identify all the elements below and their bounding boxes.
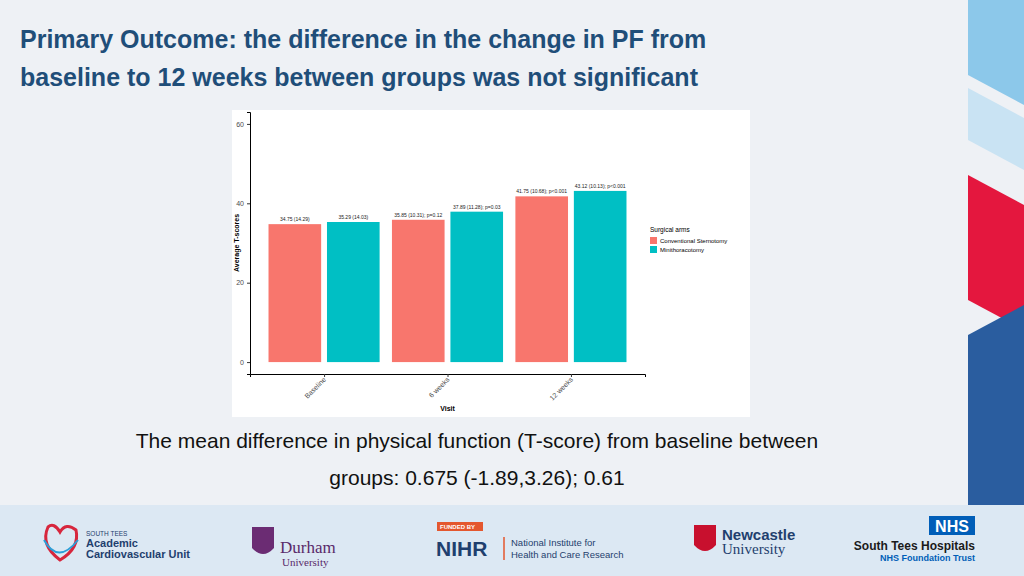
bar (450, 212, 503, 362)
x-tick-mark (571, 374, 572, 377)
decoration (968, 305, 1024, 505)
y-tick: 20 (236, 279, 250, 286)
x-tick: 6 weeks (428, 374, 451, 399)
y-tick-label: 40 (236, 200, 244, 207)
x-tick-mark (448, 374, 449, 377)
logo: NewcastleUniversity (694, 525, 795, 557)
legend-label: Minithoracotomy (660, 247, 704, 253)
logo: FUNDED BY NIHR National Institute forHealt… (436, 522, 623, 560)
x-tick-label: 12 weeks (548, 375, 574, 401)
x-axis: Baseline 6 weeks 12 weeks (251, 374, 646, 402)
bar (574, 191, 627, 362)
logo-text: SOUTH TEES (86, 530, 128, 537)
logo-icon (46, 525, 77, 560)
title: baseline to 12 weeks between groups was … (20, 63, 699, 91)
chart-background (232, 110, 750, 417)
y-tick: 60 (236, 121, 250, 128)
decoration (968, 175, 1024, 330)
bars (269, 191, 627, 362)
logo-text: NIHR (436, 537, 487, 560)
data-labels: 34.75 (14.29) 35.85 (10.31); p=0.12 41.75 … (280, 183, 626, 222)
x-tick-label: Baseline (303, 376, 327, 400)
logo-icon (694, 525, 716, 551)
legend-label: Conventional Sternotomy (660, 238, 727, 244)
x-tick: Baseline (303, 374, 327, 400)
logo: SOUTH TEESAcademicCardiovascular Unit (44, 525, 190, 560)
logo-box (437, 522, 483, 531)
caption: groups: 0.675 (-1.89,3.26); 0.61 (329, 466, 624, 489)
logo-box (929, 516, 975, 535)
y-tick: 40 (236, 200, 250, 207)
logo-text: NHS (935, 518, 969, 535)
legend-item: Conventional Sternotomy (650, 237, 727, 244)
logo-text: South Tees Hospitals (854, 539, 975, 553)
logo-text: University (282, 556, 329, 568)
logo-text: National Institute for (511, 537, 596, 548)
logo-text: Durham (280, 538, 336, 557)
data-label: 34.75 (14.29) (280, 216, 310, 222)
logo-icon (252, 527, 274, 554)
decoration (968, 88, 1024, 170)
logo: NHS South Tees HospitalsNHS Foundation Tr… (854, 516, 975, 563)
bar (515, 196, 568, 362)
y-tick-label: 20 (236, 279, 244, 286)
logo-divider (503, 537, 505, 560)
logo-icon (44, 540, 78, 553)
legend-title: Surgical arms (650, 226, 690, 234)
bar (269, 224, 322, 362)
y-tick-mark (247, 124, 250, 125)
logo-text: University (722, 541, 786, 557)
x-axis-title: Visit (440, 405, 455, 412)
bar (327, 222, 380, 362)
slide: Primary Outcome: the difference in the c… (0, 0, 1024, 576)
decoration (968, 0, 1024, 105)
y-tick: 0 (240, 359, 250, 366)
y-axis-title: Average T-scores (233, 214, 241, 272)
y-tick-mark (247, 283, 250, 284)
logo-text: FUNDED BY (440, 524, 475, 530)
logo-text: Cardiovascular Unit (86, 548, 190, 560)
x-tick: 12 weeks (548, 374, 574, 402)
data-label: 37.89 (11.28); p=0.03 (453, 204, 501, 210)
y-axis-line (247, 113, 251, 375)
legend: Surgical arms Conventional Sternotomy Mini… (650, 226, 727, 253)
data-label: 35.29 (14.03) (338, 214, 368, 220)
legend-swatch (650, 237, 657, 244)
caption: The mean difference in physical function… (136, 429, 818, 452)
data-label: 41.75 (10.68); p<0.001 (516, 188, 567, 194)
data-label: 43.12 (10.13); p<0.001 (575, 183, 626, 189)
bar (392, 220, 445, 362)
background (0, 0, 1024, 576)
logo-text: Health and Care Research (511, 549, 623, 560)
y-tick-label: 60 (236, 121, 244, 128)
y-tick-mark (247, 203, 250, 204)
logo: DurhamUniversity (252, 527, 336, 568)
legend-swatch (650, 246, 657, 253)
logo-text: NHS Foundation Trust (880, 553, 975, 563)
x-tick-mark (324, 374, 325, 377)
legend-item: Minithoracotomy (650, 246, 704, 253)
x-axis-line (251, 375, 646, 378)
logos: SOUTH TEESAcademicCardiovascular Unit Dur… (44, 516, 975, 568)
data-label: 35.85 (10.31); p=0.12 (394, 212, 442, 218)
y-tick-label: 0 (240, 359, 244, 366)
title: Primary Outcome: the difference in the c… (20, 25, 706, 53)
x-tick-label: 6 weeks (428, 375, 451, 398)
footer (0, 505, 1024, 576)
y-tick-mark (247, 362, 250, 363)
